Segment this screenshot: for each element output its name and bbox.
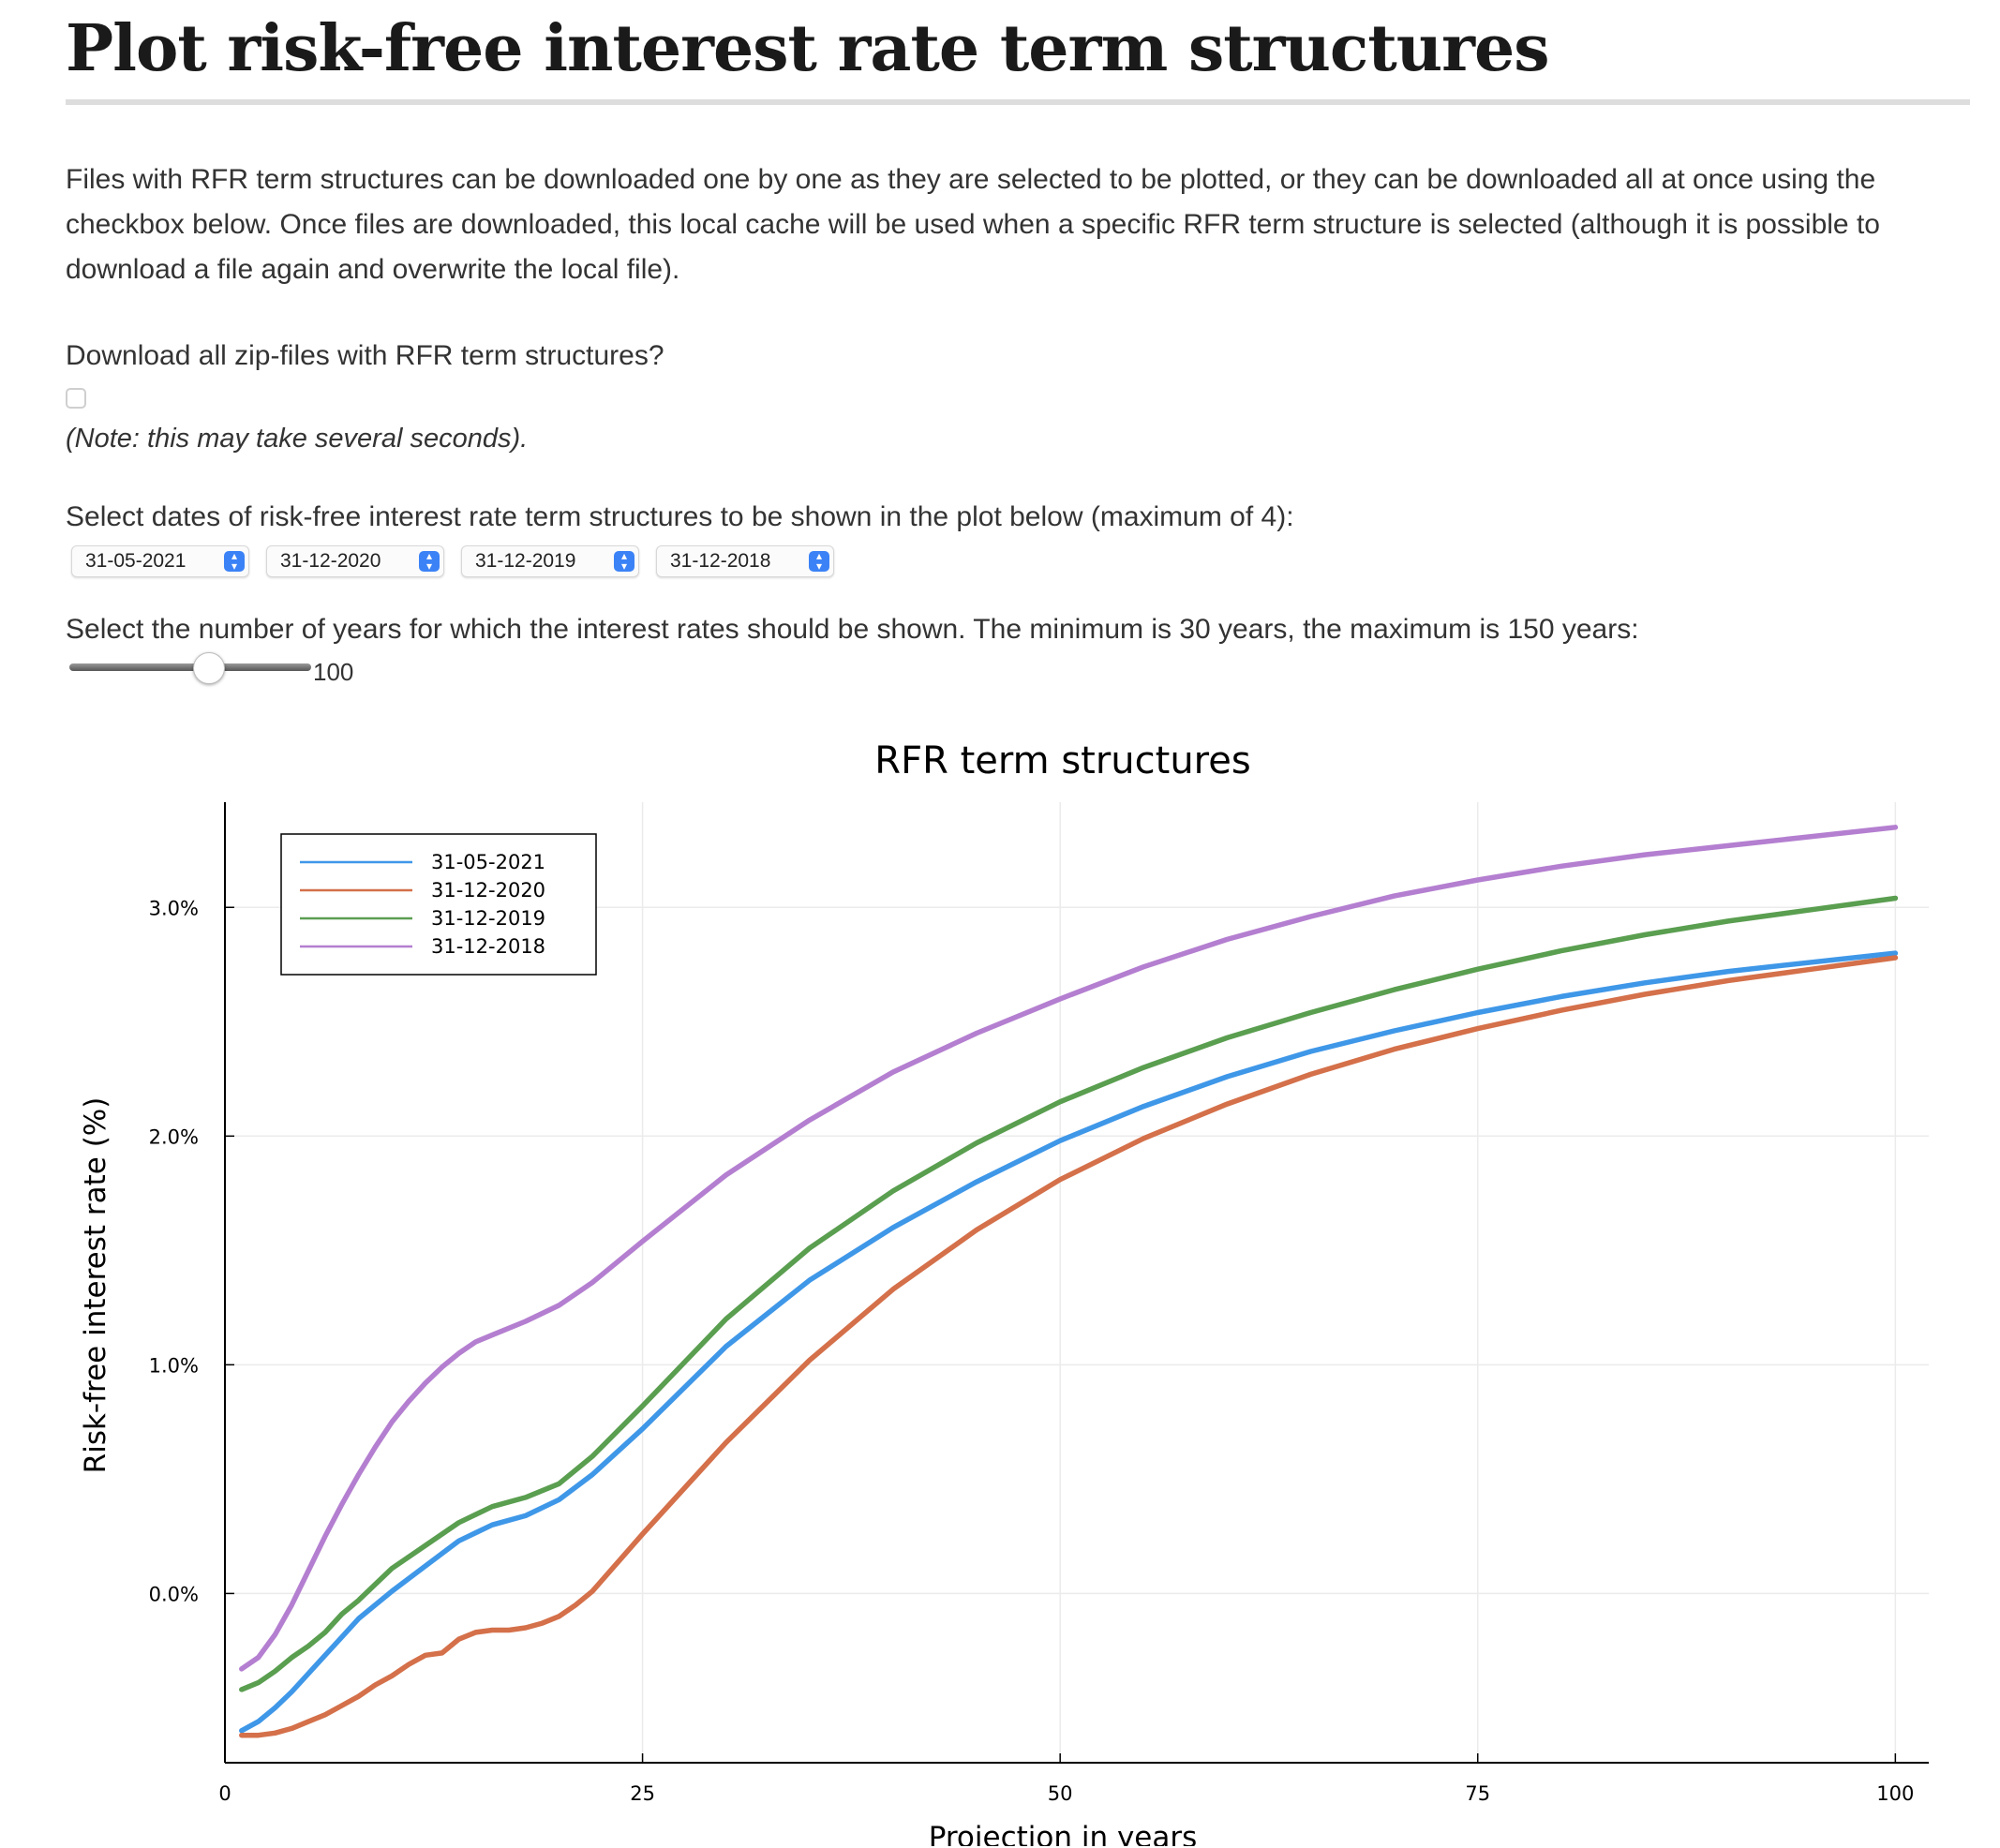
x-tick-label: 50 — [1048, 1782, 1073, 1805]
years-slider[interactable]: 100 — [66, 650, 1978, 688]
rfr-chart: 0 25 50 75 100 0.0% 1.0% 2.0% 3.0% RFR term struc… — [79, 739, 1929, 1846]
page-content: Plot risk-free interest rate term struct… — [66, 0, 1978, 688]
date-select-3-value: 31-12-2019 — [475, 550, 576, 572]
date-select-2[interactable]: 31-12-2020 ▴ ▾ — [266, 545, 444, 577]
date-select-4-value: 31-12-2018 — [670, 550, 771, 572]
chevron-updown-icon: ▴ ▾ — [419, 550, 440, 572]
x-tick-label: 25 — [630, 1782, 655, 1805]
years-slider-value: 100 — [313, 658, 354, 686]
x-tick-label: 100 — [1876, 1782, 1914, 1805]
select-dates-label: Select dates of risk-free interest rate … — [66, 501, 1294, 532]
chart-title: RFR term structures — [874, 739, 1250, 782]
date-select-1[interactable]: 31-05-2021 ▴ ▾ — [71, 545, 249, 577]
x-tick-label: 75 — [1465, 1782, 1490, 1805]
chevron-updown-icon: ▴ ▾ — [614, 550, 634, 572]
legend-box — [280, 833, 597, 976]
y-tick-label: 3.0% — [149, 897, 199, 919]
download-all-checkbox[interactable] — [66, 388, 86, 409]
series-line-4 — [239, 825, 1899, 1672]
date-select-4[interactable]: 31-12-2018 ▴ ▾ — [656, 545, 834, 577]
years-label: Select the number of years for which the… — [66, 614, 1639, 645]
y-tick-label: 2.0% — [149, 1125, 199, 1148]
date-selects: 31-05-2021 ▴ ▾ 31-12-2020 ▴ ▾ 31-12-2019 ▴… — [66, 545, 1978, 577]
date-select-3[interactable]: 31-12-2019 ▴ ▾ — [461, 545, 639, 577]
series-line-1 — [239, 950, 1899, 1734]
years-slider-thumb[interactable] — [193, 652, 225, 684]
years-slider-track[interactable] — [69, 663, 311, 671]
x-axis-label: Projection in years — [929, 1821, 1198, 1846]
intro-paragraph: Files with RFR term structures can be do… — [66, 164, 1880, 285]
legend-label: 31-05-2021 — [431, 851, 545, 873]
legend-label: 31-12-2020 — [431, 879, 545, 902]
date-select-2-value: 31-12-2020 — [280, 550, 381, 572]
download-note: (Note: this may take several seconds). — [66, 424, 529, 454]
series-line-3 — [239, 895, 1899, 1692]
download-question: Download all zip-files with RFR term str… — [66, 340, 664, 371]
series-line-2 — [239, 955, 1899, 1738]
legend-label: 31-12-2019 — [431, 907, 545, 930]
y-tick-label: 1.0% — [149, 1354, 199, 1377]
y-tick-label: 0.0% — [149, 1583, 199, 1605]
chevron-updown-icon: ▴ ▾ — [224, 550, 245, 572]
y-axis-label: Risk-free interest rate (%) — [79, 1097, 112, 1474]
x-tick-label: 0 — [218, 1782, 231, 1805]
page-title: Plot risk-free interest rate term struct… — [66, 11, 1550, 86]
legend-label: 31-12-2018 — [431, 935, 545, 958]
date-select-1-value: 31-05-2021 — [85, 550, 187, 572]
chevron-updown-icon: ▴ ▾ — [809, 550, 829, 572]
title-divider — [66, 99, 1970, 105]
